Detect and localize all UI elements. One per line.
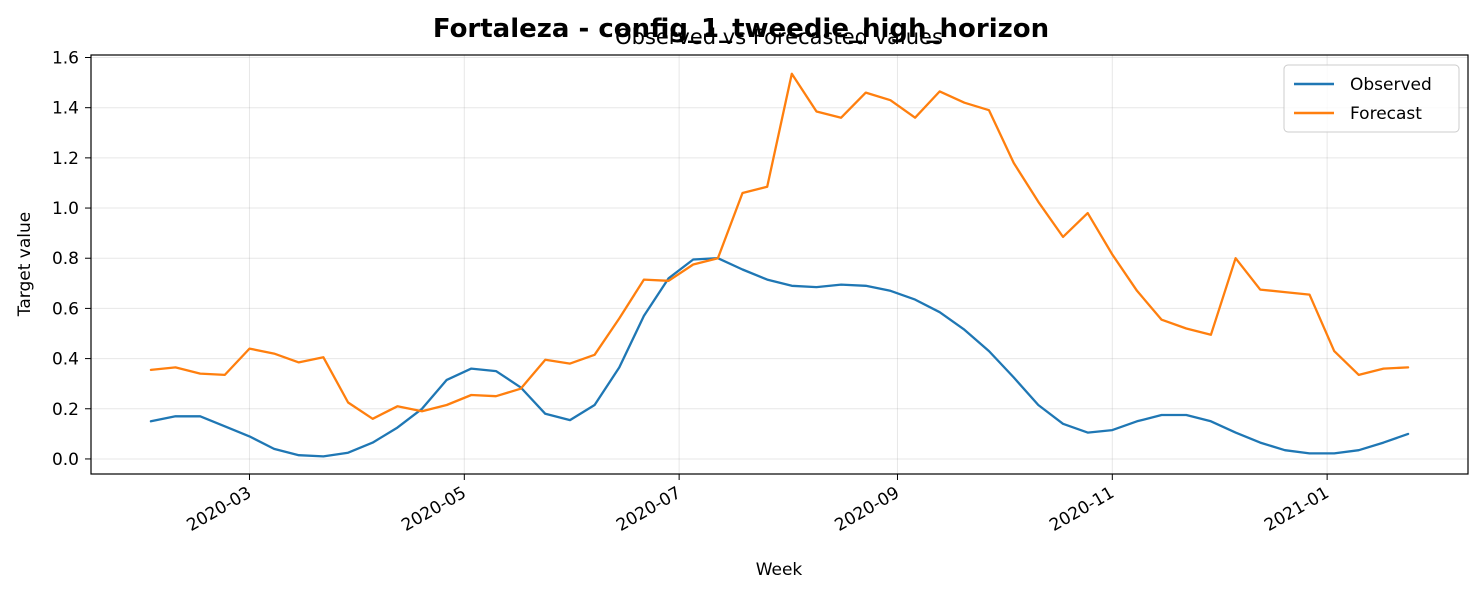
chart-title: Fortaleza - config_1_tweedie_high_horizo… [433, 14, 1049, 44]
legend: Observed Forecast [1283, 64, 1460, 133]
y-tick-label: 0.2 [52, 400, 79, 420]
y-axis-label: Target value [15, 212, 35, 317]
legend-label-observed: Observed [1350, 75, 1432, 95]
series-lines [149, 72, 1410, 458]
y-tick-label: 0.0 [52, 450, 79, 470]
chart-subtitle: Observed vs Forecasted values [615, 25, 943, 49]
grid [91, 55, 1468, 474]
x-tick-label: 2020-09 [831, 483, 903, 536]
plot-frame [90, 54, 1469, 475]
y-tick-label: 0.4 [52, 350, 79, 370]
x-tick-label: 2021-01 [1261, 483, 1333, 536]
y-tick-label: 1.2 [52, 149, 79, 169]
series-line-observed [149, 257, 1410, 458]
x-tick-label: 2020-07 [613, 483, 685, 536]
y-tick-label: 0.8 [52, 249, 79, 269]
y-tick-label: 0.6 [52, 299, 79, 319]
axes: 0.0 0.2 0.4 0.6 0.8 1.0 1.2 1.4 1.6 2020-03 2020-0… [52, 49, 1469, 536]
x-tick-label: 2020-05 [398, 483, 470, 536]
x-tick-label: 2020-03 [183, 483, 255, 536]
y-tick-label: 1.4 [52, 99, 79, 119]
legend-box [1283, 64, 1460, 133]
series-line-forecast [149, 72, 1410, 420]
x-axis-label: Week [756, 560, 803, 580]
y-tick-label: 1.0 [52, 199, 79, 219]
legend-label-forecast: Forecast [1350, 104, 1422, 124]
x-tick-label: 2020-11 [1046, 483, 1118, 536]
y-tick-label: 1.6 [52, 49, 79, 69]
